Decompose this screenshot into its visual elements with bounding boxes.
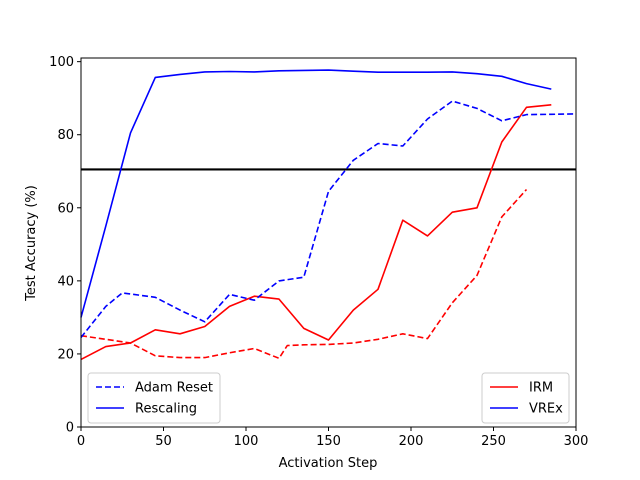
y-tick-label: 40 bbox=[57, 274, 74, 289]
legend-entry-label: Rescaling bbox=[135, 402, 197, 417]
legend-box bbox=[481, 372, 570, 424]
x-axis-label: Activation Step bbox=[279, 456, 378, 471]
y-tick-label: 0 bbox=[66, 421, 74, 436]
x-tick-label: 150 bbox=[316, 434, 341, 449]
series-layer bbox=[80, 69, 577, 361]
x-tick-label: 0 bbox=[77, 434, 85, 449]
x-tick-label: 50 bbox=[155, 434, 172, 449]
legend-entry-label: IRM bbox=[529, 381, 553, 396]
y-tick-label: 60 bbox=[57, 201, 74, 216]
series-line-vrex_rescaling bbox=[80, 69, 552, 318]
x-axis-ticks: 0 50 100 150 200 250 300 bbox=[77, 427, 589, 449]
x-tick-label: 300 bbox=[564, 434, 589, 449]
x-tick-label: 200 bbox=[399, 434, 424, 449]
x-tick-label: 100 bbox=[234, 434, 259, 449]
legend-lower-left: Adam Reset Rescaling bbox=[87, 372, 221, 424]
legend-lower-right: IRM VREx bbox=[481, 372, 570, 424]
y-axis-label: Test Accuracy (%) bbox=[24, 185, 39, 302]
legend-entry-label: VREx bbox=[529, 402, 563, 417]
series-line-irm_adam_reset bbox=[80, 188, 528, 360]
y-tick-label: 20 bbox=[57, 347, 74, 362]
x-tick-label: 250 bbox=[481, 434, 506, 449]
series-line-vrex_adam_reset bbox=[80, 100, 577, 338]
legend-box bbox=[87, 372, 221, 424]
series-line-irm_rescaling bbox=[80, 104, 552, 361]
y-tick-label: 100 bbox=[49, 55, 74, 70]
legend-entry-label: Adam Reset bbox=[135, 381, 213, 396]
y-tick-label: 80 bbox=[57, 128, 74, 143]
axes-frame bbox=[80, 57, 577, 428]
y-axis-ticks: 0 20 40 60 80 100 bbox=[49, 55, 81, 436]
